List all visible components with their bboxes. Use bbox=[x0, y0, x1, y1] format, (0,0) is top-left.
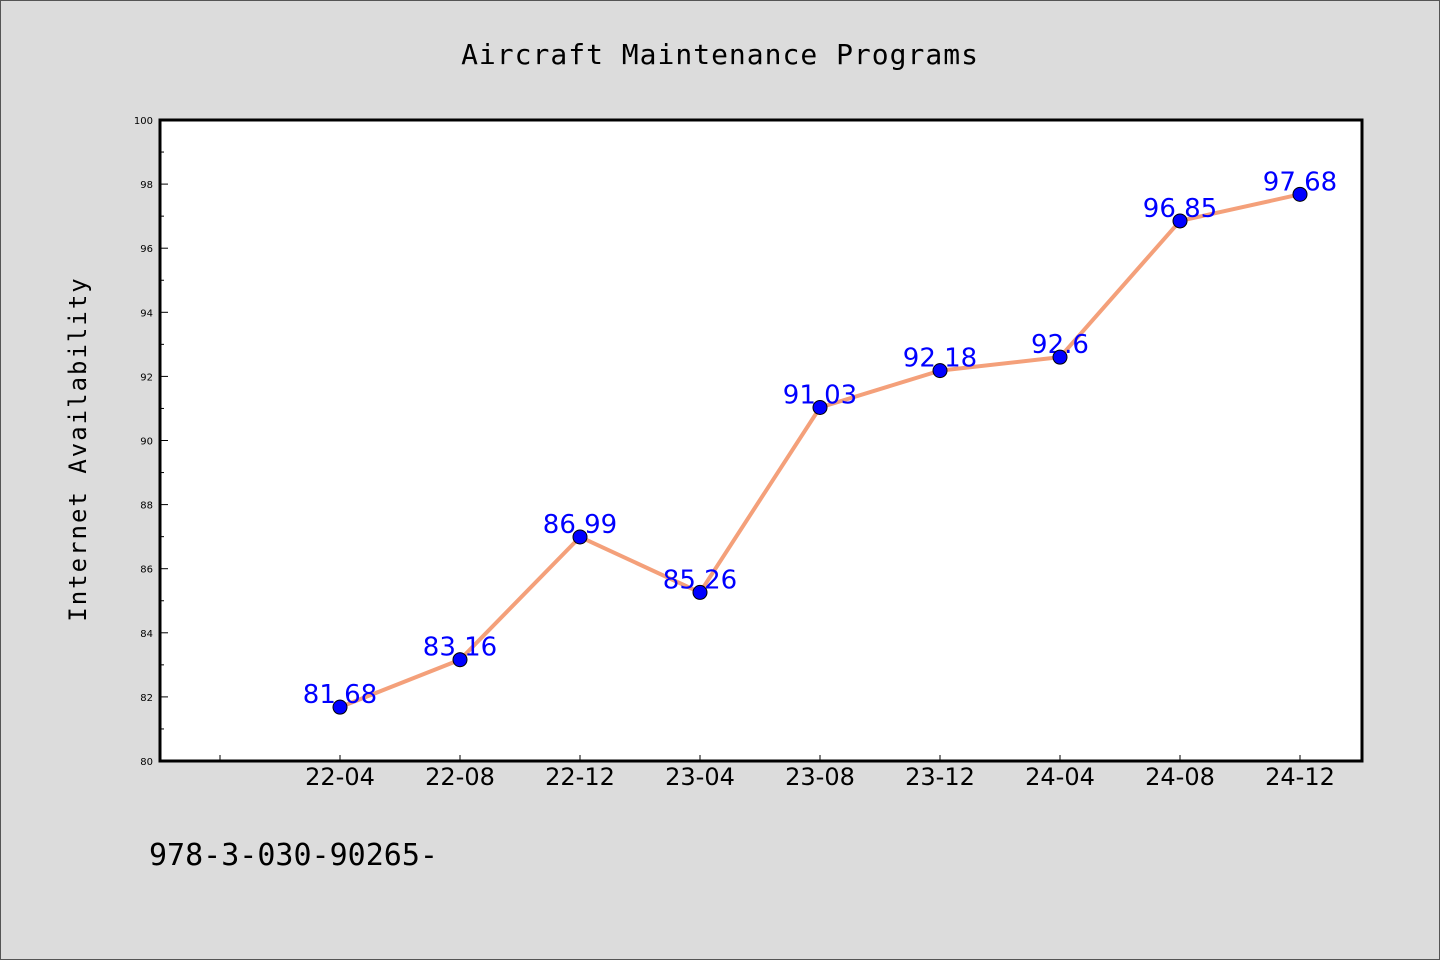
y-tick-label: 88 bbox=[140, 501, 153, 512]
x-tick-label: 24-04 bbox=[1025, 763, 1095, 791]
x-tick-label: 23-04 bbox=[665, 763, 735, 791]
y-tick-label: 96 bbox=[140, 244, 153, 255]
x-tick-label: 23-12 bbox=[905, 763, 975, 791]
y-tick-label: 84 bbox=[140, 629, 153, 640]
data-point bbox=[932, 363, 948, 379]
plot-frame bbox=[158, 118, 1364, 763]
data-point bbox=[692, 584, 708, 600]
x-tick-label: 22-12 bbox=[545, 763, 615, 791]
y-axis-label: Internet Availability bbox=[64, 276, 92, 621]
x-tick-label: 22-08 bbox=[425, 763, 495, 791]
data-point bbox=[1292, 186, 1308, 202]
y-tick-label: 82 bbox=[140, 693, 153, 704]
x-tick-label: 22-04 bbox=[305, 763, 375, 791]
data-point bbox=[1172, 213, 1188, 229]
footer-code: 978-3-030-90265- bbox=[149, 838, 438, 873]
y-tick-label: 86 bbox=[140, 565, 153, 576]
x-tick-label: 23-08 bbox=[785, 763, 855, 791]
x-tick-label: 24-12 bbox=[1265, 763, 1335, 791]
y-tick-label: 100 bbox=[134, 116, 153, 127]
y-tick-label: 94 bbox=[140, 308, 153, 319]
data-point bbox=[452, 652, 468, 668]
chart-title: Aircraft Maintenance Programs bbox=[461, 38, 979, 71]
data-point bbox=[332, 699, 348, 715]
data-point bbox=[1052, 349, 1068, 365]
y-tick-label: 92 bbox=[140, 372, 153, 383]
data-point bbox=[812, 399, 828, 415]
x-tick-label: 24-08 bbox=[1145, 763, 1215, 791]
y-tick-label: 80 bbox=[140, 757, 153, 768]
y-tick-label: 90 bbox=[140, 437, 153, 448]
plot-area: 80 82 84 86 88 90 92 94 96 98 100 22-04 22-08 22-12 23… bbox=[134, 116, 1364, 791]
y-tick-label: 98 bbox=[140, 180, 153, 191]
data-point bbox=[572, 529, 588, 545]
